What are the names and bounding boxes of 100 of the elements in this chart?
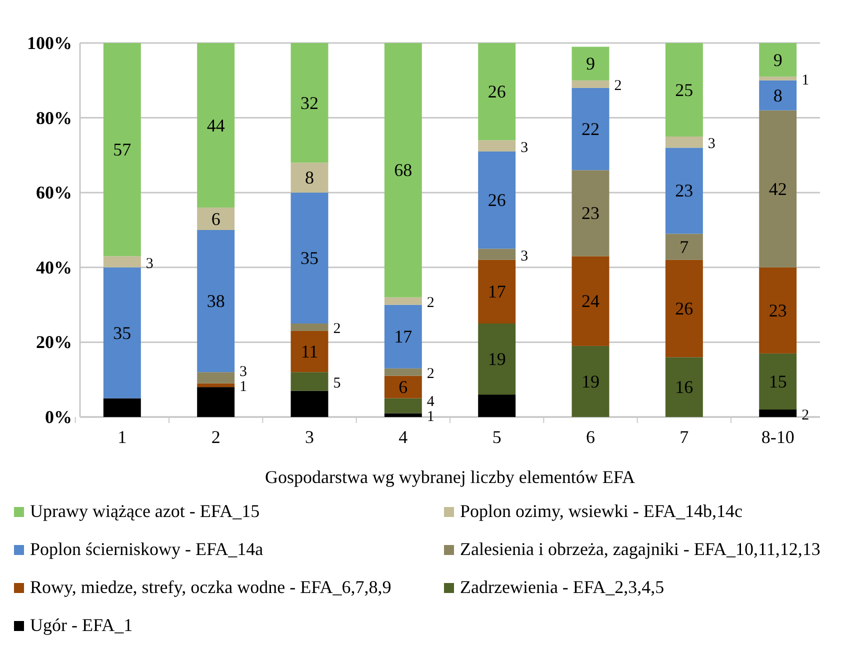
bar xyxy=(103,398,141,417)
legend-label: Rowy, miedze, strefy, oczka wodne - EFA_6,7,8,9 xyxy=(30,577,392,597)
data-label: 6 xyxy=(398,377,408,398)
bar xyxy=(572,346,610,417)
data-label: 5 xyxy=(333,375,341,392)
bar xyxy=(384,413,422,417)
bar xyxy=(759,76,797,80)
data-label: 6 xyxy=(211,208,220,229)
data-label: 2 xyxy=(614,78,622,94)
bar xyxy=(759,410,797,417)
data-label: 17 xyxy=(488,282,506,302)
data-label: 8 xyxy=(773,85,782,106)
bar xyxy=(759,267,797,354)
bar xyxy=(290,192,328,324)
data-label: 23 xyxy=(768,300,787,320)
legend-label: Poplon ścierniskowy - EFA_14a xyxy=(30,539,264,559)
bar xyxy=(478,151,516,249)
data-label: 2 xyxy=(333,321,341,338)
data-label: 44 xyxy=(206,115,225,136)
data-label: 15 xyxy=(768,371,787,392)
data-label: 68 xyxy=(394,160,412,180)
bar xyxy=(665,234,703,260)
data-label: 26 xyxy=(488,190,506,210)
bar xyxy=(665,260,703,358)
bar xyxy=(290,330,328,372)
bar xyxy=(572,46,610,80)
bar xyxy=(572,88,610,170)
data-label: 11 xyxy=(300,342,318,362)
data-label: 7 xyxy=(680,236,689,257)
data-label: 35 xyxy=(113,322,132,343)
bar xyxy=(384,368,422,376)
bar xyxy=(197,230,235,372)
data-label: 8 xyxy=(304,168,314,188)
legend-label: Poplon ozimy, wsiewki - EFA_14b,14c xyxy=(460,501,742,521)
bar xyxy=(478,140,516,152)
bar xyxy=(759,353,797,410)
x-tick-label: 4 xyxy=(398,427,408,447)
x-tick-label: 3 xyxy=(304,427,314,447)
x-tick-label: 2 xyxy=(211,427,220,447)
data-label: 19 xyxy=(488,349,506,370)
bar xyxy=(384,43,422,298)
data-label: 26 xyxy=(488,82,506,102)
data-label: 23 xyxy=(582,203,600,224)
data-label: 22 xyxy=(582,119,600,140)
data-label: 3 xyxy=(520,140,528,156)
data-label: 4 xyxy=(426,394,435,410)
data-label: 9 xyxy=(586,54,596,74)
x-axis-title: Gospodarstwa wg wybranej liczby elementów EFA xyxy=(264,467,636,487)
x-tick-label: 1 xyxy=(118,427,127,447)
bar xyxy=(290,372,328,391)
bar xyxy=(478,260,516,324)
bar xyxy=(478,394,516,417)
x-tick-label: 6 xyxy=(586,427,596,447)
bar xyxy=(290,390,328,417)
data-label: 3 xyxy=(240,364,248,380)
legend-label: Zadrzewienia - EFA_2,3,4,5 xyxy=(460,577,664,597)
x-tick-label: 5 xyxy=(492,427,502,447)
data-label: 17 xyxy=(394,326,412,347)
data-label: 1 xyxy=(426,409,434,426)
data-label: 9 xyxy=(773,50,782,70)
data-label: 57 xyxy=(113,140,132,160)
bar xyxy=(665,148,703,234)
bar xyxy=(103,267,141,398)
x-tick-label: 7 xyxy=(680,427,689,447)
data-label: 32 xyxy=(300,92,318,113)
bar xyxy=(197,387,235,417)
data-label: 1 xyxy=(240,379,248,396)
bar xyxy=(478,43,516,140)
bar xyxy=(384,297,422,305)
bar xyxy=(665,357,703,417)
data-label: 2 xyxy=(426,295,434,312)
y-tick-label: 80% xyxy=(36,108,72,128)
bar xyxy=(197,383,235,388)
data-label: 3 xyxy=(520,248,528,264)
bar xyxy=(103,43,141,256)
bar xyxy=(197,43,235,208)
data-label: 26 xyxy=(675,298,694,319)
bar xyxy=(384,376,422,398)
bar xyxy=(290,43,328,163)
x-tick-label: 8-10 xyxy=(761,427,794,447)
data-label: 24 xyxy=(582,291,600,312)
bar xyxy=(572,170,610,256)
bar xyxy=(290,162,328,193)
y-tick-label: 20% xyxy=(36,332,72,352)
data-label: 2 xyxy=(426,366,434,382)
bar xyxy=(384,398,422,414)
legend-label: Uprawy wiążące azot - EFA_15 xyxy=(30,501,260,521)
bar xyxy=(290,324,328,331)
data-label: 23 xyxy=(675,180,694,201)
bar xyxy=(665,136,703,148)
data-label: 35 xyxy=(300,248,318,268)
data-label: 42 xyxy=(768,178,787,199)
y-tick-label: 0% xyxy=(45,407,72,427)
legend-label: Ugór - EFA_1 xyxy=(30,615,133,635)
data-label: 3 xyxy=(146,256,154,272)
bar xyxy=(759,80,797,110)
data-label: 19 xyxy=(582,371,600,392)
legend-label: Zalesienia i obrzeża, zagajniki - EFA_10,11,12,13 xyxy=(460,539,820,559)
bar xyxy=(665,43,703,136)
data-label: 3 xyxy=(708,136,716,152)
